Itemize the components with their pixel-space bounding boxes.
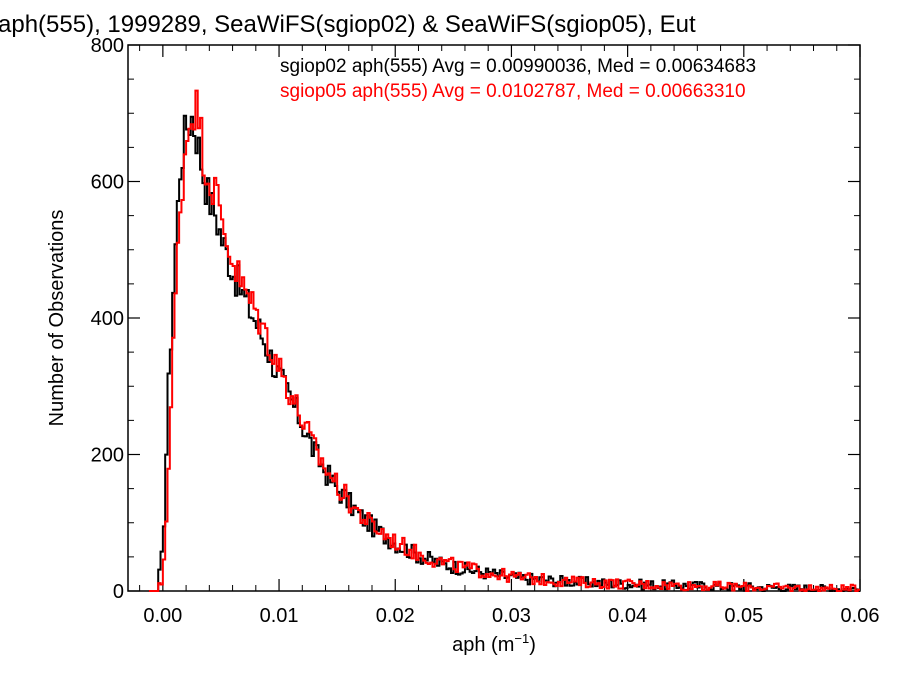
- y-axis-label: Number of Observations: [46, 210, 68, 427]
- x-axis-label-superscript: −1: [514, 631, 529, 646]
- axis-tick-labels: 0.00 0.01 0.02 0.03 0.04 0.05 0.06 0 200 400 600 80…: [91, 35, 880, 627]
- legend-entry-sgiop02: sgiop02 aph(555) Avg = 0.00990036, Med =…: [280, 56, 756, 77]
- series-line-sgiop05: [148, 89, 860, 592]
- axis-ticks: [128, 44, 861, 592]
- y-tick-label: 0: [113, 581, 124, 603]
- chart-title: aph(555), 1999289, SeaWiFS(sgiop02) & Se…: [0, 11, 696, 38]
- x-tick-label: 0.06: [841, 605, 880, 627]
- x-axis-label-close: ): [529, 634, 536, 656]
- x-axis-label-text: aph (m: [452, 634, 514, 656]
- x-tick-label: 0.04: [608, 605, 647, 627]
- y-tick-label: 400: [91, 308, 124, 330]
- plot-frame: [127, 44, 861, 592]
- y-tick-label: 200: [91, 445, 124, 467]
- series-lines: [148, 89, 860, 592]
- y-tick-label: 600: [91, 172, 124, 194]
- legend-entry-sgiop05: sgiop05 aph(555) Avg = 0.0102787, Med = …: [280, 81, 746, 102]
- x-tick-label: 0.05: [724, 605, 763, 627]
- x-tick-label: 0.02: [376, 605, 415, 627]
- x-tick-label: 0.01: [260, 605, 299, 627]
- x-tick-label: 0.03: [492, 605, 531, 627]
- x-tick-label: 0.00: [143, 605, 182, 627]
- x-axis-label: aph (m−1): [452, 631, 536, 656]
- series-line-sgiop02: [148, 114, 860, 592]
- y-tick-label: 800: [91, 35, 124, 57]
